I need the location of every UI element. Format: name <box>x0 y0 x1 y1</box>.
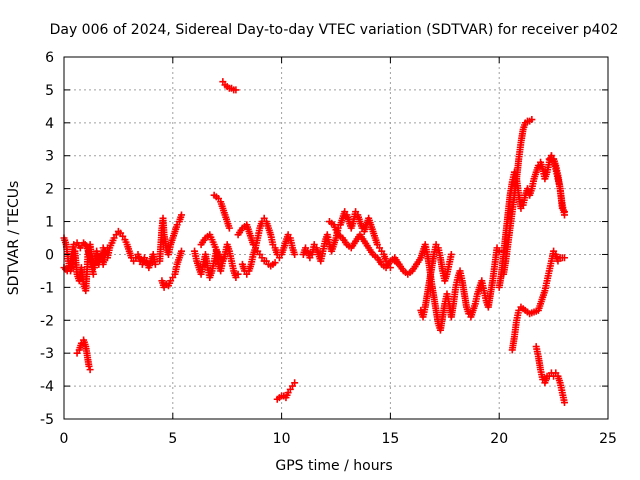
y-axis-label: SDTVAR / TECUs <box>6 181 22 296</box>
data-point <box>291 250 299 258</box>
grid <box>64 57 608 419</box>
data-point <box>291 379 299 387</box>
data-point <box>234 270 242 278</box>
y-tick-label: 1 <box>45 215 54 231</box>
data-points <box>60 78 568 407</box>
data-point <box>560 399 568 407</box>
data-point <box>178 247 186 255</box>
x-tick-label: 10 <box>273 431 291 447</box>
x-tick-label: 15 <box>381 431 399 447</box>
data-point <box>232 86 240 94</box>
data-point <box>86 366 94 374</box>
y-tick-label: -2 <box>40 313 54 329</box>
x-tick-label: 25 <box>599 431 617 447</box>
data-point <box>528 116 536 124</box>
y-tick-label: 5 <box>45 83 54 99</box>
y-tick-label: 4 <box>45 116 54 132</box>
y-tick-label: -4 <box>40 379 54 395</box>
data-point <box>560 254 568 262</box>
y-tick-label: -3 <box>40 346 54 362</box>
y-tick-label: 3 <box>45 149 54 165</box>
data-point <box>219 257 227 265</box>
y-tick-label: 2 <box>45 182 54 198</box>
plot-frame <box>63 56 609 420</box>
axis-ticks: 0 5 10 15 20 25 -5 -4 -3 -2 -1 0 1 2 3 4 5 6 <box>40 50 617 447</box>
data-point <box>225 224 233 232</box>
y-tick-label: -5 <box>40 412 54 428</box>
data-point <box>495 247 503 255</box>
data-point <box>560 208 568 216</box>
x-tick-label: 5 <box>168 431 177 447</box>
x-tick-label: 20 <box>490 431 508 447</box>
data-point <box>178 211 186 219</box>
data-point <box>151 260 159 268</box>
y-tick-label: 6 <box>45 50 54 66</box>
data-point <box>85 362 93 370</box>
y-tick-label: 0 <box>45 247 54 263</box>
data-point <box>447 250 455 258</box>
x-tick-label: 0 <box>60 431 69 447</box>
x-axis-label: GPS time / hours <box>275 458 392 474</box>
data-point <box>89 270 97 278</box>
y-tick-label: -1 <box>40 280 54 296</box>
chart-title: Day 006 of 2024, Sidereal Day-to-day VTE… <box>50 22 619 38</box>
data-point <box>271 259 279 267</box>
